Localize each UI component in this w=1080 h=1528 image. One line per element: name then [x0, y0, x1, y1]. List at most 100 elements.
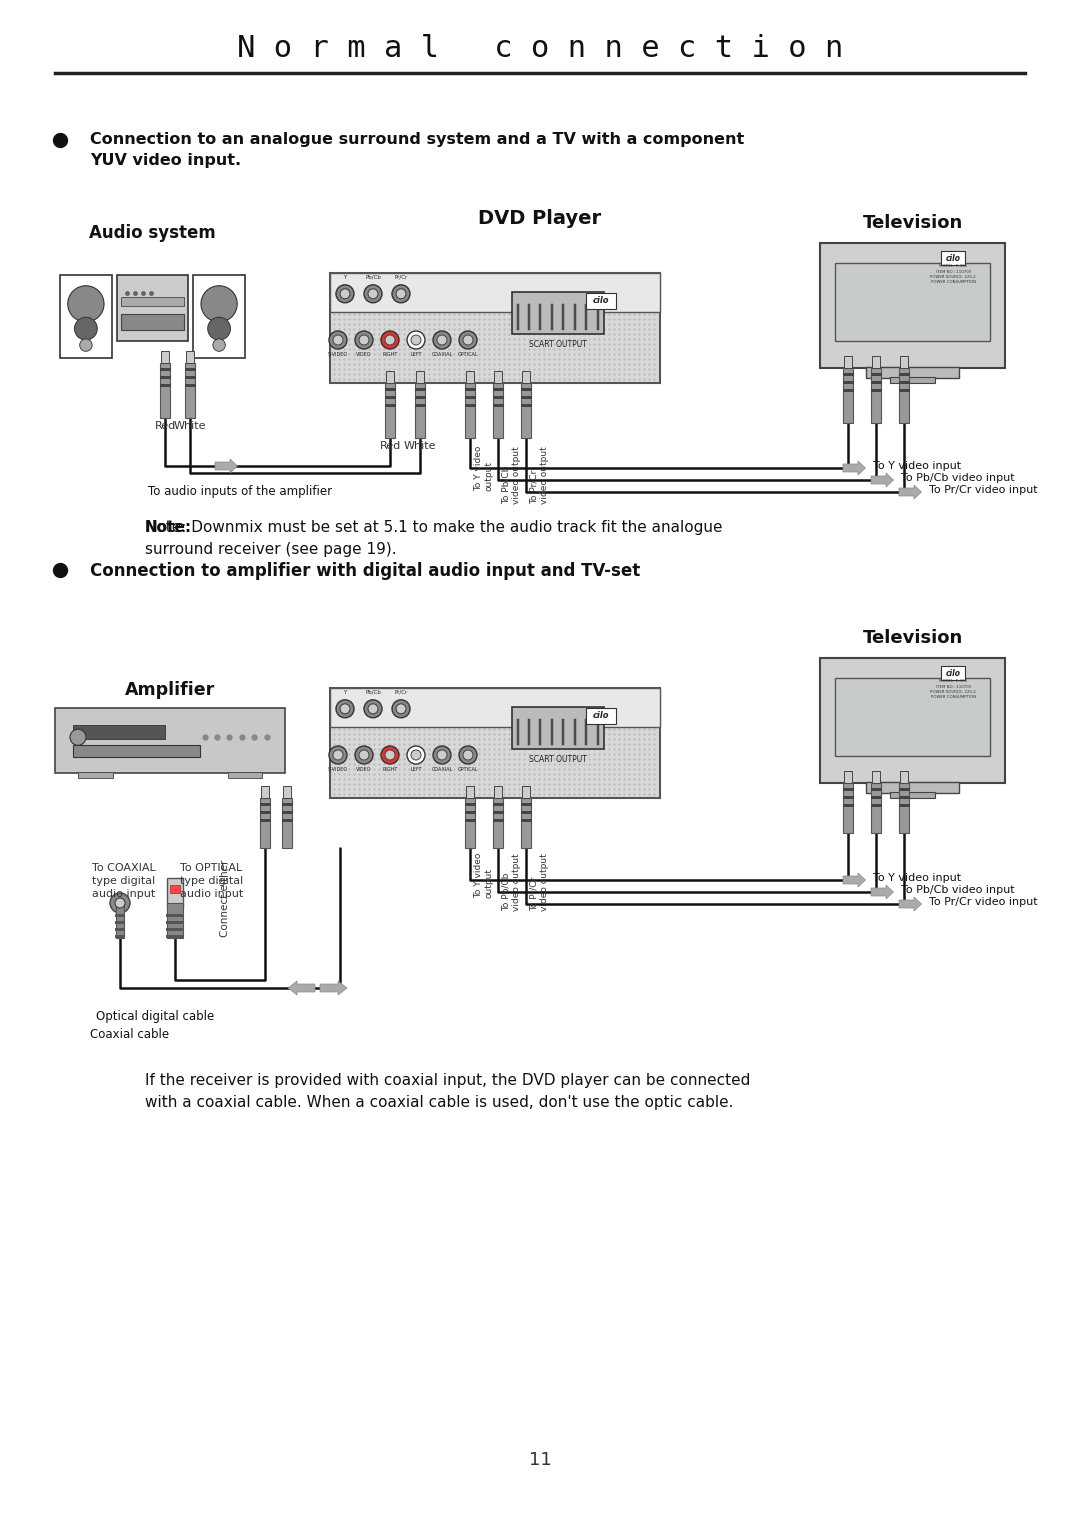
Circle shape — [80, 339, 92, 351]
Bar — [842, 796, 853, 799]
Bar — [185, 368, 195, 371]
Bar — [521, 396, 531, 399]
Text: White: White — [174, 422, 206, 431]
Text: Television: Television — [862, 630, 962, 646]
Circle shape — [333, 335, 343, 345]
Bar — [464, 403, 475, 406]
Text: SCART OUTPUT: SCART OUTPUT — [529, 339, 586, 348]
Bar — [899, 373, 909, 376]
Text: Note: Downmix must be set at 5.1 to make the audio track fit the analogue
surrou: Note: Downmix must be set at 5.1 to make… — [145, 520, 723, 558]
Text: Pb/Cb: Pb/Cb — [365, 275, 381, 280]
Bar — [464, 819, 475, 822]
Bar — [166, 935, 184, 938]
Bar — [166, 921, 184, 924]
Bar — [870, 368, 881, 423]
Bar — [492, 384, 503, 439]
Text: SCART OUTPUT: SCART OUTPUT — [529, 755, 586, 764]
Circle shape — [459, 332, 477, 348]
Text: OPTICAL: OPTICAL — [458, 767, 478, 772]
Text: VIDEO: VIDEO — [356, 767, 372, 772]
Bar — [521, 811, 531, 814]
Text: Connection to amplifier with digital audio input and TV-set: Connection to amplifier with digital aud… — [90, 562, 640, 581]
Bar — [494, 785, 502, 798]
Bar — [842, 390, 853, 393]
Bar — [551, 304, 553, 330]
Text: S-VIDEO: S-VIDEO — [328, 351, 348, 358]
Bar — [465, 785, 474, 798]
Circle shape — [336, 700, 354, 718]
Bar — [900, 772, 908, 782]
Text: To Pb/Cb video input: To Pb/Cb video input — [901, 474, 1014, 483]
Circle shape — [437, 335, 447, 345]
Circle shape — [407, 332, 426, 348]
Bar — [843, 368, 853, 423]
Circle shape — [75, 318, 97, 341]
Text: N o r m a l   c o n n e c t i o n: N o r m a l c o n n e c t i o n — [237, 34, 843, 63]
FancyArrow shape — [899, 484, 921, 500]
Circle shape — [114, 898, 125, 908]
Bar — [464, 811, 475, 814]
Text: OPTICAL: OPTICAL — [458, 351, 478, 358]
Bar — [512, 292, 604, 333]
Bar — [522, 371, 530, 384]
Bar — [185, 384, 195, 387]
Circle shape — [364, 700, 382, 718]
Bar — [843, 356, 852, 368]
Bar — [516, 720, 518, 744]
Bar — [899, 390, 909, 393]
Bar — [492, 798, 503, 848]
Circle shape — [459, 746, 477, 764]
Bar — [866, 782, 959, 793]
Bar — [114, 921, 125, 924]
Text: LEFT: LEFT — [410, 351, 422, 358]
Circle shape — [396, 289, 406, 299]
Circle shape — [207, 318, 230, 341]
Text: To Y video input: To Y video input — [873, 872, 961, 883]
Circle shape — [411, 335, 421, 345]
Bar — [166, 927, 184, 931]
Text: 11: 11 — [528, 1452, 552, 1468]
Bar — [330, 274, 660, 312]
Circle shape — [433, 746, 451, 764]
Circle shape — [329, 332, 347, 348]
Text: To Pr/Cr video input: To Pr/Cr video input — [929, 897, 1038, 908]
Text: Connect either: Connect either — [220, 859, 230, 937]
Bar — [160, 376, 171, 379]
Circle shape — [110, 892, 130, 914]
Bar — [900, 356, 908, 368]
Bar — [167, 879, 183, 908]
Bar — [282, 804, 293, 805]
Bar — [259, 804, 270, 805]
Bar — [283, 785, 291, 798]
Bar — [522, 785, 530, 798]
Bar — [116, 903, 124, 938]
Circle shape — [437, 750, 447, 759]
Bar — [384, 388, 395, 391]
Bar — [261, 785, 269, 798]
Bar — [585, 720, 588, 744]
Text: cilo: cilo — [592, 296, 609, 306]
Text: RIGHT: RIGHT — [382, 351, 397, 358]
Bar — [870, 373, 881, 376]
Bar — [160, 368, 171, 371]
FancyArrow shape — [870, 474, 893, 487]
Text: cilo: cilo — [946, 669, 961, 677]
Bar — [843, 782, 853, 833]
Bar — [835, 678, 990, 755]
Bar — [259, 811, 270, 814]
Bar — [492, 396, 503, 399]
Bar — [166, 914, 184, 917]
Bar — [899, 804, 909, 807]
Bar — [899, 380, 909, 384]
Bar — [528, 720, 530, 744]
Bar — [282, 798, 292, 848]
Bar — [835, 263, 990, 341]
Bar — [415, 396, 426, 399]
Bar — [55, 707, 285, 773]
Bar — [170, 885, 180, 892]
Text: If the receiver is provided with coaxial input, the DVD player can be connected
: If the receiver is provided with coaxial… — [145, 1073, 751, 1111]
Circle shape — [355, 746, 373, 764]
Bar — [899, 796, 909, 799]
Bar — [941, 666, 966, 680]
Bar — [330, 688, 660, 798]
